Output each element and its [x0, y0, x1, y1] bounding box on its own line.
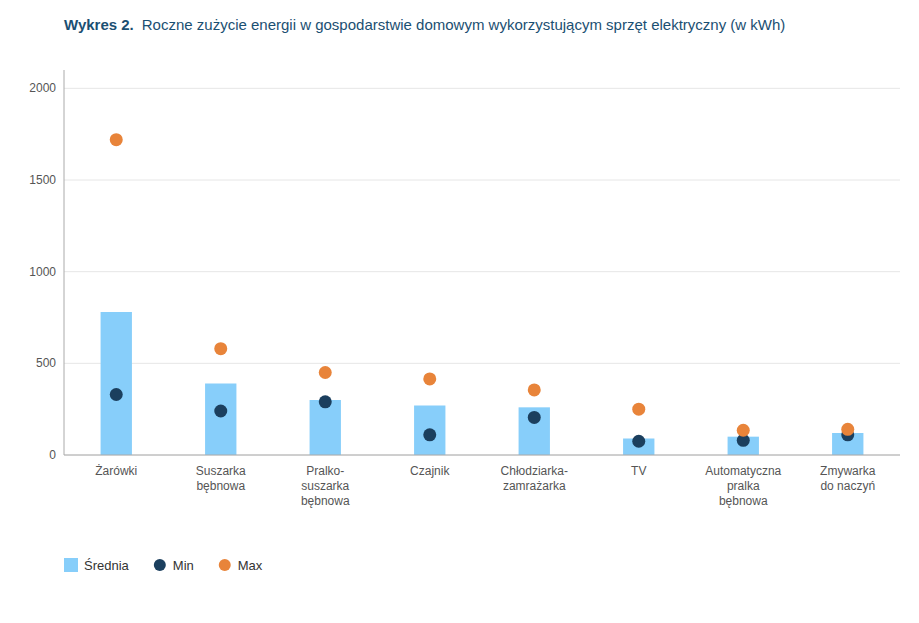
- marks: [101, 133, 864, 455]
- bar: [101, 312, 132, 455]
- point: [319, 366, 332, 379]
- point: [110, 388, 123, 401]
- chart: Wykres 2. Roczne zużycie energii w gospod…: [0, 0, 919, 623]
- point: [528, 411, 541, 424]
- y-tick-label: 500: [36, 356, 56, 370]
- y-axis: 0 500 1000 1500 2000: [29, 70, 64, 462]
- x-axis-line: [64, 455, 900, 456]
- title: Wykres 2.: [64, 16, 134, 33]
- x-tick-label: Automatycznapralkabębnowa: [705, 464, 781, 508]
- point: [528, 383, 541, 396]
- grid-line: [64, 455, 900, 456]
- point: [632, 403, 645, 416]
- series-scatter: [110, 133, 855, 437]
- subtitle: Roczne zużycie energii w gospodarstwie d…: [142, 16, 786, 33]
- legend: Średnia Min Max: [64, 558, 263, 573]
- legend-swatch: [219, 559, 231, 571]
- bar: [205, 384, 236, 456]
- x-tick-label: Pralko-suszarkabębnowa: [301, 464, 350, 508]
- point: [214, 405, 227, 418]
- y-axis-line: [64, 70, 65, 455]
- y-tick-label: 0: [49, 448, 56, 462]
- legend-label: Średnia: [84, 558, 130, 573]
- series-bar: [101, 312, 864, 455]
- legend-label: Max: [238, 558, 263, 573]
- y-tick-label: 2000: [29, 81, 56, 95]
- point: [841, 423, 854, 436]
- point: [110, 133, 123, 146]
- grid: [64, 88, 900, 455]
- x-tick-label: TV: [631, 464, 646, 478]
- title-group: Wykres 2. Roczne zużycie energii w gospod…: [64, 16, 785, 33]
- point: [737, 424, 750, 437]
- x-tick-label: Chłodziarka-zamrażarka: [501, 464, 568, 493]
- legend-swatch: [154, 559, 166, 571]
- grid-line: [64, 271, 900, 272]
- point: [423, 372, 436, 385]
- chart-container: Wykres 2. Roczne zużycie energii w gospod…: [0, 0, 919, 623]
- point: [319, 395, 332, 408]
- x-tick-label: Czajnik: [410, 464, 450, 478]
- grid-line: [64, 180, 900, 181]
- bar: [519, 407, 550, 455]
- x-axis: Żarówki Suszarkabębnowa Pralko-suszarkabęb…: [64, 455, 900, 508]
- series-scatter: [110, 388, 855, 448]
- legend-label: Min: [173, 558, 194, 573]
- grid-line: [64, 363, 900, 364]
- y-tick-label: 1500: [29, 173, 56, 187]
- legend-swatch: [64, 558, 78, 572]
- x-tick-label: Suszarkabębnowa: [196, 464, 246, 493]
- point: [423, 428, 436, 441]
- x-tick-label: Zmywarkado naczyń: [820, 464, 876, 493]
- bar: [414, 406, 445, 456]
- x-tick-label: Żarówki: [95, 464, 137, 478]
- y-tick-label: 1000: [29, 265, 56, 279]
- point: [214, 342, 227, 355]
- grid-line: [64, 88, 900, 89]
- point: [632, 435, 645, 448]
